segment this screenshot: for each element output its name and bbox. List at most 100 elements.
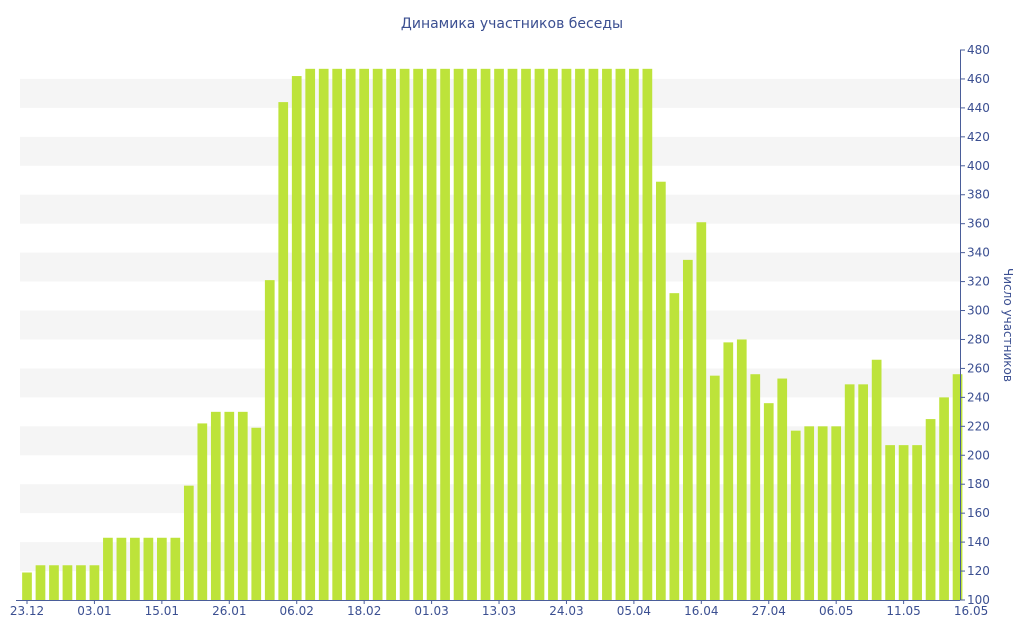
x-tick-label: 06.05 bbox=[819, 604, 853, 618]
bar bbox=[224, 411, 235, 600]
bar bbox=[548, 68, 558, 600]
bar bbox=[844, 384, 855, 600]
bar bbox=[305, 68, 316, 600]
bar bbox=[885, 445, 895, 600]
bar bbox=[642, 68, 653, 600]
y-tick-label: 260 bbox=[967, 361, 990, 375]
y-tick-label: 180 bbox=[967, 477, 990, 491]
y-tick-label: 420 bbox=[967, 130, 990, 144]
x-tick-label: 16.05 bbox=[954, 604, 988, 618]
x-tick-label: 05.04 bbox=[617, 604, 651, 618]
bar bbox=[89, 565, 100, 600]
y-tick-label: 400 bbox=[967, 159, 990, 173]
bar bbox=[898, 445, 909, 600]
bar bbox=[453, 68, 464, 600]
bar bbox=[858, 384, 869, 600]
bar bbox=[278, 102, 289, 601]
bar bbox=[709, 375, 720, 600]
bar bbox=[264, 280, 275, 600]
bar bbox=[763, 403, 774, 600]
y-tick-label: 440 bbox=[967, 101, 990, 115]
bar bbox=[318, 68, 329, 600]
bar bbox=[656, 181, 666, 600]
y-tick-label: 480 bbox=[967, 43, 990, 57]
bar bbox=[22, 572, 32, 600]
y-tick-label: 160 bbox=[967, 506, 990, 520]
bar bbox=[804, 426, 815, 600]
y-tick-label: 200 bbox=[967, 448, 990, 462]
bar bbox=[291, 76, 302, 601]
bar bbox=[871, 359, 882, 600]
bar bbox=[480, 68, 491, 600]
bar bbox=[103, 537, 113, 600]
bar bbox=[629, 68, 639, 600]
bar bbox=[507, 68, 518, 600]
y-tick-label: 120 bbox=[967, 564, 990, 578]
bar bbox=[696, 222, 707, 601]
y-tick-label: 140 bbox=[967, 535, 990, 549]
axes bbox=[16, 50, 961, 601]
bar bbox=[750, 374, 761, 600]
bar bbox=[575, 68, 585, 600]
bar bbox=[345, 68, 356, 600]
y-tick-label: 460 bbox=[967, 72, 990, 86]
x-tick-label: 24.03 bbox=[549, 604, 583, 618]
bar bbox=[494, 68, 504, 600]
y-tick-label: 220 bbox=[967, 419, 990, 433]
bar bbox=[49, 565, 59, 600]
y-tick-label: 280 bbox=[967, 332, 990, 346]
bar bbox=[790, 430, 801, 600]
y-tick-label: 100 bbox=[967, 593, 990, 607]
bar bbox=[777, 378, 788, 600]
bar bbox=[440, 68, 450, 600]
bar bbox=[210, 411, 221, 600]
x-tick-labels: 23.12 03.01 15.01 26.01 06.02 18.02 01.03 13.03… bbox=[10, 600, 988, 618]
bar bbox=[251, 427, 262, 600]
bar bbox=[669, 293, 680, 600]
bar bbox=[521, 68, 531, 600]
bar bbox=[925, 419, 936, 600]
chart-title: Динамика участников беседы bbox=[401, 16, 623, 32]
y-tick-label: 240 bbox=[967, 390, 990, 404]
bar bbox=[359, 68, 370, 600]
bar bbox=[534, 68, 545, 600]
y-tick-label: 360 bbox=[967, 217, 990, 231]
bar bbox=[602, 68, 612, 600]
bar bbox=[467, 68, 477, 600]
y-tick-label: 380 bbox=[967, 188, 990, 202]
bar bbox=[831, 426, 842, 600]
bar bbox=[143, 537, 154, 600]
bar bbox=[183, 485, 194, 600]
bar bbox=[736, 339, 747, 600]
bar bbox=[561, 68, 572, 600]
bar bbox=[157, 537, 167, 600]
y-axis-title: Число участников bbox=[1001, 268, 1015, 382]
bar bbox=[939, 397, 949, 600]
bar bbox=[817, 426, 828, 600]
x-tick-label: 23.12 bbox=[10, 604, 44, 618]
x-tick-label: 11.05 bbox=[886, 604, 920, 618]
x-tick-label: 16.04 bbox=[684, 604, 718, 618]
bar bbox=[413, 68, 423, 600]
x-tick-label: 01.03 bbox=[414, 604, 448, 618]
bar bbox=[386, 68, 396, 600]
bar bbox=[399, 68, 410, 600]
bar bbox=[426, 68, 437, 600]
bar bbox=[76, 565, 86, 600]
bar bbox=[62, 565, 73, 600]
bar bbox=[332, 68, 343, 600]
y-tick-label: 340 bbox=[967, 246, 990, 260]
bar bbox=[723, 342, 734, 600]
bar bbox=[197, 423, 208, 600]
x-tick-label: 27.04 bbox=[752, 604, 786, 618]
bar bbox=[116, 537, 127, 600]
x-tick-label: 13.03 bbox=[482, 604, 516, 618]
bars bbox=[22, 68, 963, 601]
bar bbox=[35, 565, 46, 600]
bar bbox=[682, 259, 693, 600]
bar bbox=[588, 68, 599, 600]
x-tick-label: 26.01 bbox=[212, 604, 246, 618]
bar bbox=[130, 537, 140, 600]
